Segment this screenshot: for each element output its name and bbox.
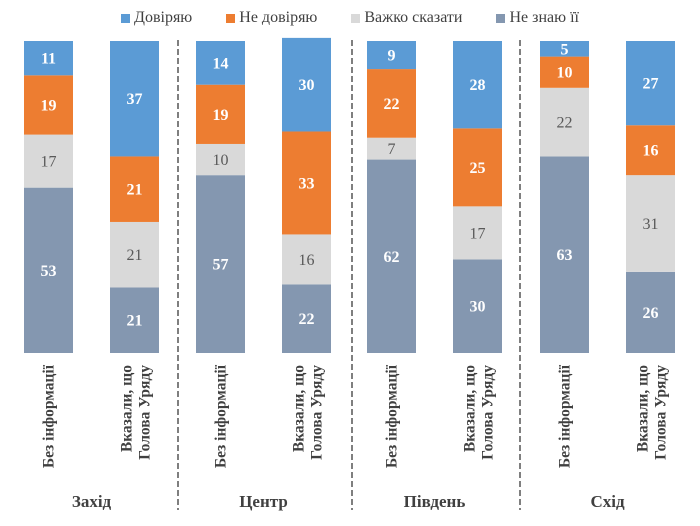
legend-label: Довіряю: [134, 9, 193, 26]
category-label-2: Без інформації: [213, 364, 230, 468]
bar-segment-2-6: [540, 87, 589, 157]
data-label-0-2: 14: [213, 55, 229, 72]
data-label-2-4: 7: [388, 141, 396, 158]
bar-segment-2-4: [367, 137, 416, 160]
data-label-0-4: 9: [388, 48, 396, 65]
legend-item-trust: Довіряю: [121, 8, 192, 28]
data-label-1-0: 19: [41, 97, 57, 114]
data-label-0-3: 30: [299, 77, 315, 94]
bar-segment-3-0: [24, 187, 73, 353]
data-label-0-5: 28: [470, 77, 486, 94]
bar-segment-1-2: [196, 84, 245, 144]
bar-segment-3-5: [453, 259, 502, 353]
bar-segment-1-3: [282, 131, 331, 235]
data-label-3-0: 53: [41, 263, 57, 280]
data-label-3-2: 57: [213, 257, 229, 274]
data-label-0-0: 11: [41, 51, 56, 68]
bar-segment-0-0: [24, 41, 73, 76]
group-label-3: Схід: [590, 492, 625, 511]
data-label-3-7: 26: [643, 305, 659, 322]
bar-segment-0-3: [282, 37, 331, 132]
bar-segment-3-3: [282, 284, 331, 353]
data-label-2-6: 22: [557, 115, 573, 132]
bar-segment-1-6: [540, 56, 589, 88]
bar-segment-1-5: [453, 128, 502, 207]
category-label-5: Вказали, щоГолова Уряду: [462, 365, 497, 460]
data-label-1-1: 21: [127, 182, 143, 199]
bar-segment-3-7: [626, 271, 675, 353]
category-label-1: Вказали, щоГолова Уряду: [119, 365, 154, 460]
data-label-1-5: 25: [470, 160, 486, 177]
bar-segment-2-1: [110, 221, 159, 288]
bar-segment-2-5: [453, 206, 502, 260]
group-label-0: Захід: [72, 492, 112, 511]
bar-segment-0-2: [196, 41, 245, 85]
bar-segment-3-6: [540, 156, 589, 353]
data-label-0-1: 37: [127, 91, 143, 108]
data-label-3-4: 62: [384, 249, 400, 266]
data-label-1-2: 19: [213, 107, 229, 124]
data-label-3-3: 22: [299, 311, 315, 328]
group-label-2: Південь: [404, 492, 466, 511]
data-label-3-1: 21: [127, 313, 143, 330]
data-label-3-6: 63: [557, 247, 573, 264]
legend-swatch-icon: [351, 13, 361, 23]
legend-swatch-icon: [121, 13, 131, 23]
bar-segment-1-1: [110, 156, 159, 222]
category-label-0: Без інформації: [41, 364, 58, 468]
data-label-2-5: 17: [470, 225, 486, 242]
data-label-1-3: 33: [299, 175, 315, 192]
legend-swatch-icon: [226, 13, 236, 23]
bar-segment-1-7: [626, 125, 675, 176]
bar-segment-2-3: [282, 234, 331, 285]
bar-segment-0-4: [367, 41, 416, 70]
bar-segment-1-4: [367, 69, 416, 138]
bar-segment-3-4: [367, 159, 416, 353]
data-label-1-6: 10: [557, 65, 573, 82]
legend-item-hard-to-say: Важко сказати: [351, 8, 462, 28]
data-label-2-3: 16: [299, 252, 315, 269]
data-label-2-2: 10: [213, 152, 229, 169]
bar-segment-0-6: [540, 41, 589, 57]
bar-segment-0-5: [453, 41, 502, 129]
bar-segment-2-2: [196, 143, 245, 176]
data-label-0-7: 27: [643, 76, 659, 93]
bar-segment-3-1: [110, 287, 159, 353]
data-label-1-7: 16: [643, 143, 659, 160]
legend-swatch-icon: [496, 13, 506, 23]
bar-segment-1-0: [24, 75, 73, 135]
data-label-0-6: 5: [561, 41, 569, 58]
legend-label: Важко сказати: [364, 9, 463, 26]
bar-segment-0-1: [110, 41, 159, 157]
data-label-3-5: 30: [470, 299, 486, 316]
legend-label: Не довіряю: [239, 9, 318, 26]
data-label-1-4: 22: [384, 96, 400, 113]
group-label-1: Центр: [239, 492, 288, 511]
category-label-3: Вказали, щоГолова Уряду: [291, 365, 326, 460]
chart-legend: Довіряю Не довіряю Важко сказати Не знаю…: [0, 8, 700, 28]
category-label-6: Без інформації: [557, 364, 574, 468]
data-label-2-0: 17: [41, 154, 57, 171]
category-label-7: Вказали, щоГолова Уряду: [635, 365, 670, 460]
legend-label: Не знаю її: [509, 9, 579, 26]
data-label-2-7: 31: [643, 216, 659, 233]
legend-item-dont-know: Не знаю її: [496, 8, 579, 28]
bar-segment-3-2: [196, 175, 245, 353]
bar-segment-2-0: [24, 134, 73, 188]
legend-item-distrust: Не довіряю: [226, 8, 317, 28]
bar-segment-2-7: [626, 175, 675, 272]
data-label-2-1: 21: [127, 247, 143, 264]
category-label-4: Без інформації: [384, 364, 401, 468]
bar-segment-0-7: [626, 41, 675, 126]
